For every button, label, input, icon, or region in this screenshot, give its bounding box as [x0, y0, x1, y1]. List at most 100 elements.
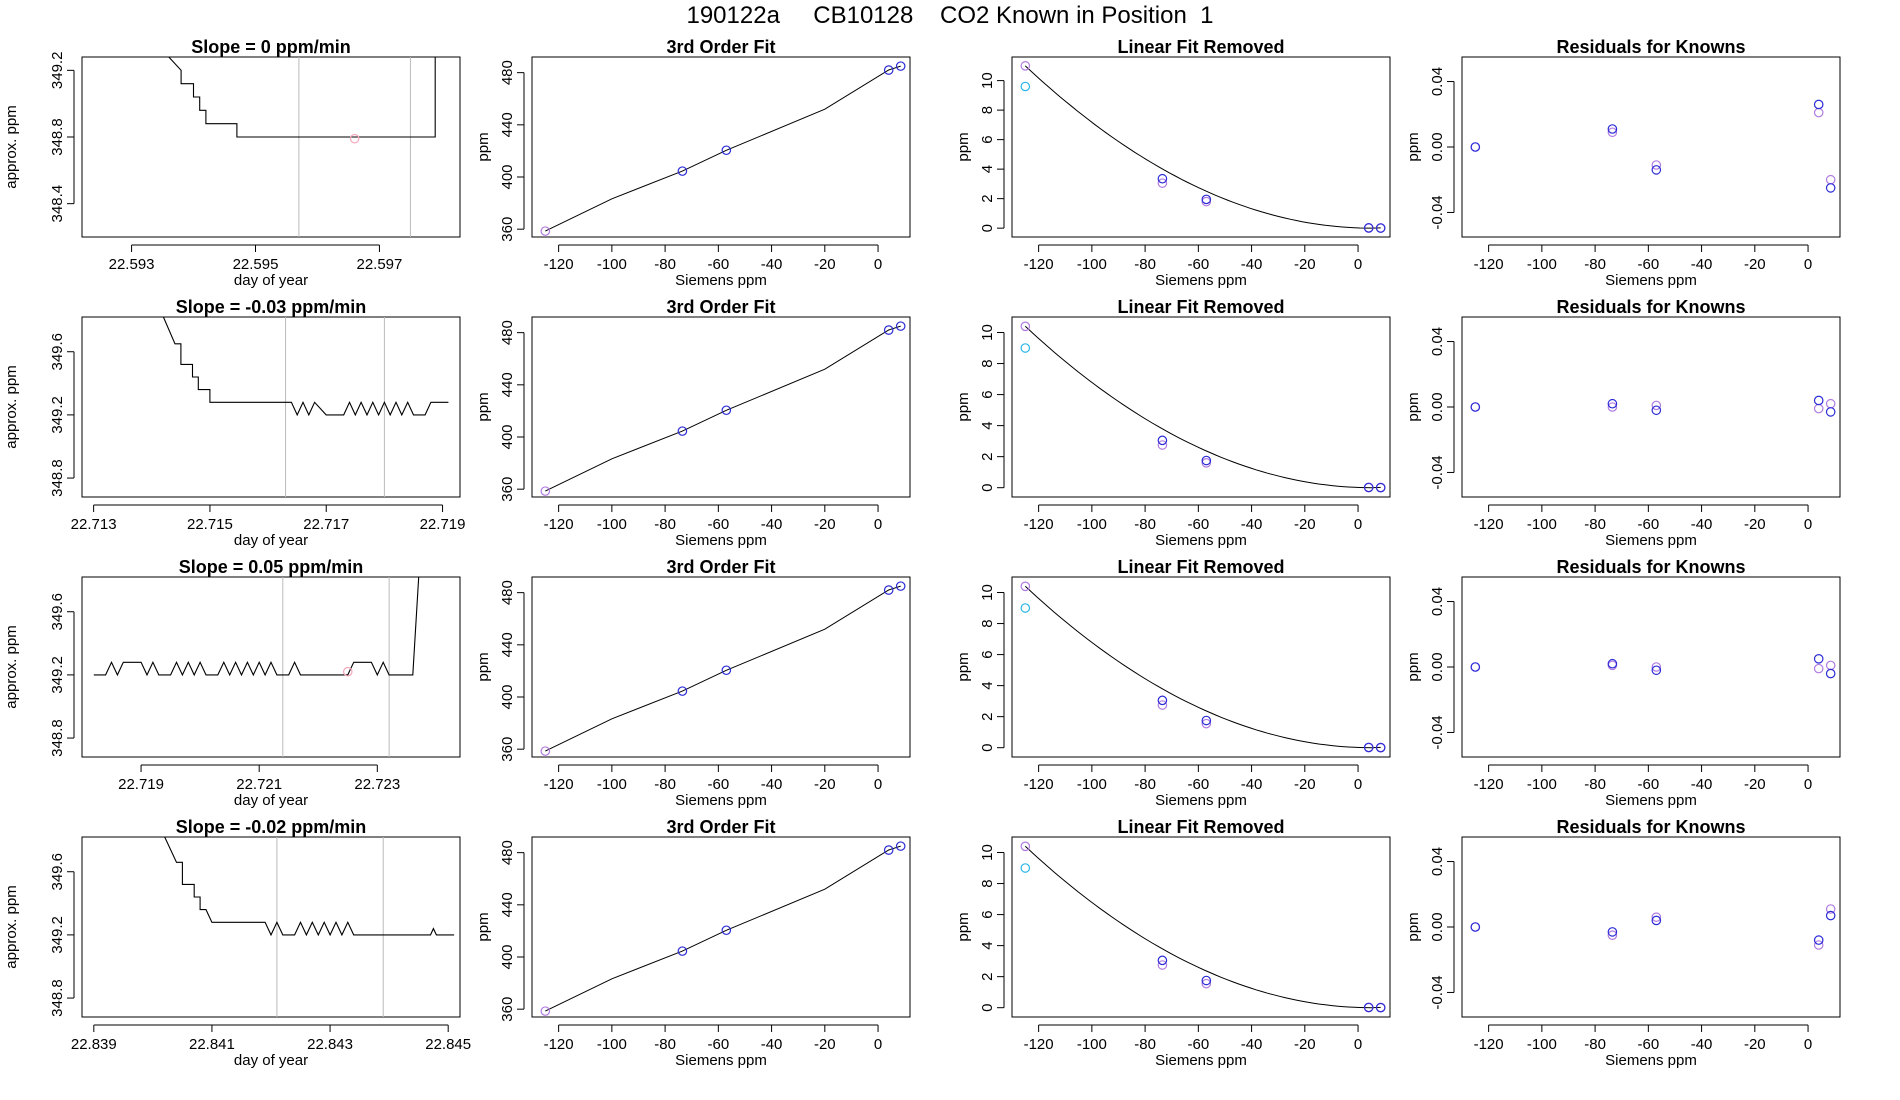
- x-tick-label: -60: [707, 256, 729, 273]
- panel-title: 3rd Order Fit: [666, 817, 775, 837]
- x-tick-label: -80: [1134, 256, 1156, 273]
- x-tick-label: -100: [1527, 516, 1557, 533]
- x-tick-label: -40: [761, 256, 783, 273]
- y-axis-label: approx. ppm: [3, 885, 20, 968]
- x-tick-label: -60: [1637, 776, 1659, 793]
- panel-r3c1: Slope = 0.05 ppm/min 22.719 22.721 22.723 da…: [3, 557, 461, 809]
- plot-area: [1470, 395, 1836, 417]
- x-tick-label: -120: [1474, 516, 1504, 533]
- x-axis-label: Siemens ppm: [1605, 272, 1697, 289]
- x-tick-label: 0: [874, 256, 882, 273]
- plot-area: [1020, 321, 1386, 493]
- data-point-violet: [1607, 402, 1618, 412]
- data-point-blue: [1813, 654, 1824, 664]
- y-tick-label: 440: [499, 372, 516, 397]
- data-point-blue: [1363, 742, 1374, 753]
- data-point-blue: [1375, 742, 1386, 753]
- data-point-blue: [1157, 435, 1168, 446]
- y-tick-label: 10: [979, 72, 996, 89]
- panel-r3c3: Linear Fit Removed -120 -100 -80 -60 -40 -20 0 S…: [955, 557, 1391, 809]
- y-tick-label: 440: [499, 112, 516, 137]
- y-tick-label: 348.8: [49, 979, 66, 1017]
- data-point-violet: [1607, 127, 1618, 138]
- panel-title: Linear Fit Removed: [1117, 297, 1284, 317]
- panel-title: Slope = -0.02 ppm/min: [176, 817, 367, 837]
- data-point-blue: [1813, 395, 1824, 406]
- fit-curve: [545, 325, 901, 492]
- panel-title: Slope = 0 ppm/min: [191, 37, 351, 57]
- y-tick-label: 0.00: [1429, 912, 1446, 941]
- x-tick-label: -20: [1294, 516, 1316, 533]
- page-title: 190122a CB10128 CO2 Known in Position 1: [686, 2, 1214, 29]
- x-axis-label: Siemens ppm: [675, 792, 767, 809]
- plot-frame: [531, 836, 911, 1018]
- data-point-blue: [1813, 99, 1824, 110]
- x-axis-label: day of year: [234, 272, 308, 289]
- data-point-violet: [1825, 660, 1836, 671]
- panel-title: Slope = -0.03 ppm/min: [176, 297, 367, 317]
- plot-frame: [1461, 316, 1841, 498]
- x-tick-label: 22.723: [354, 776, 400, 793]
- plot-frame: [531, 316, 911, 498]
- panel-title: 3rd Order Fit: [666, 297, 775, 317]
- y-tick-label: 0.00: [1429, 392, 1446, 421]
- data-point-blue: [895, 581, 906, 591]
- data-point-blue: [1651, 665, 1662, 676]
- y-tick-label: 4: [979, 421, 996, 429]
- panel-title: 3rd Order Fit: [666, 37, 775, 57]
- x-tick-label: -60: [1187, 516, 1209, 533]
- y-tick-label: 360: [499, 217, 516, 242]
- plot-area: [1020, 841, 1386, 1013]
- x-tick-label: -40: [761, 776, 783, 793]
- x-tick-label: -20: [1744, 516, 1766, 533]
- plot-frame: [81, 836, 461, 1018]
- data-point-violet: [1157, 178, 1168, 188]
- data-point-blue: [1201, 715, 1212, 726]
- plot-area: [540, 841, 906, 1016]
- y-axis-label: ppm: [1405, 132, 1422, 161]
- x-tick-label: -120: [1474, 1036, 1504, 1053]
- x-tick-label: -20: [814, 256, 836, 273]
- data-point-blue: [1607, 398, 1618, 409]
- plot-frame: [81, 56, 461, 238]
- data-point-blue: [1470, 142, 1481, 152]
- data-point-violet: [1157, 700, 1168, 710]
- x-tick-label: -60: [1637, 256, 1659, 273]
- data-point-blue: [1651, 915, 1662, 926]
- plot-frame: [1011, 316, 1391, 498]
- x-tick-label: -60: [1187, 776, 1209, 793]
- y-tick-label: 0.04: [1429, 327, 1446, 356]
- y-tick-label: 0.04: [1429, 587, 1446, 616]
- y-axis-label: approx. ppm: [3, 105, 20, 188]
- x-tick-label: -120: [1024, 1036, 1054, 1053]
- data-point-violet: [1813, 107, 1824, 118]
- x-tick-label: 22.721: [236, 776, 282, 793]
- panel-title: Linear Fit Removed: [1117, 817, 1284, 837]
- y-tick-label: 8: [979, 359, 996, 367]
- data-point-cyan: [1020, 343, 1031, 353]
- x-tick-label: 22.595: [233, 256, 279, 273]
- x-tick-label: -20: [1744, 256, 1766, 273]
- data-point-violet: [1825, 398, 1836, 409]
- data-point-violet: [1651, 160, 1662, 170]
- y-tick-label: 349.2: [49, 916, 66, 954]
- panel-r4c4: Residuals for Knowns -120 -100 -80 -60 -40 -20…: [1405, 817, 1841, 1069]
- x-tick-label: -80: [1134, 1036, 1156, 1053]
- x-tick-label: -80: [1134, 776, 1156, 793]
- data-point-blue: [895, 841, 906, 851]
- x-axis-label: Siemens ppm: [1155, 1052, 1247, 1069]
- y-axis-label: ppm: [955, 652, 972, 681]
- concentration-trace: [93, 577, 420, 677]
- x-tick-label: -40: [1691, 516, 1713, 533]
- y-tick-label: 6: [979, 650, 996, 658]
- data-point-blue: [883, 65, 894, 75]
- y-tick-label: 8: [979, 619, 996, 627]
- y-tick-label: -0.04: [1429, 455, 1446, 489]
- data-point-blue: [1825, 183, 1836, 193]
- x-tick-label: -40: [761, 516, 783, 533]
- data-point-blue: [883, 845, 894, 855]
- panel-title: 3rd Order Fit: [666, 557, 775, 577]
- panel-r1c1: Slope = 0 ppm/min 22.593 22.595 22.597 day o…: [3, 37, 461, 289]
- data-point-blue: [1825, 668, 1836, 679]
- x-axis-label: day of year: [234, 1052, 308, 1069]
